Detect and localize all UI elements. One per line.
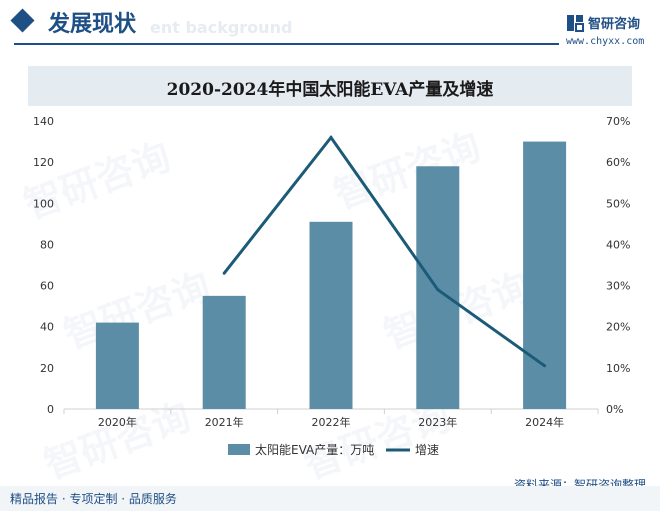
- footer-band: [0, 486, 660, 511]
- x-tick-label: 2020年: [98, 415, 137, 429]
- growth-point: [329, 135, 333, 139]
- y-left-tick-label: 40: [40, 321, 54, 334]
- header-divider: [14, 43, 559, 45]
- brand-name: 智研咨询: [588, 17, 641, 32]
- y-right-tick-label: 0%: [606, 403, 623, 416]
- y-left-tick-label: 100: [33, 197, 54, 210]
- x-tick-label: 2023年: [418, 415, 457, 429]
- x-tick-label: 2022年: [312, 415, 351, 429]
- y-left-tick-label: 80: [40, 238, 54, 251]
- brand-logo-icon: [567, 15, 584, 32]
- legend-bar-swatch: [228, 444, 250, 455]
- y-left-tick-label: 120: [33, 156, 54, 169]
- y-right-tick-label: 40%: [606, 238, 630, 251]
- ghost-background-text: ent background: [150, 18, 293, 37]
- chart: 0 20 40 60 80 100 120 140 0% 10% 20% 30% 40% 50% 60% 70…: [33, 115, 630, 457]
- section-title: 发展现状: [48, 12, 137, 37]
- y-left-tick-label: 140: [33, 115, 54, 128]
- growth-line: [223, 134, 546, 368]
- growth-point: [436, 288, 440, 292]
- footer-slogan: 精品报告 · 专项定制 · 品质服务: [10, 492, 177, 506]
- bar: [523, 141, 567, 410]
- bar: [202, 295, 246, 409]
- y-left-tick-label: 20: [40, 362, 54, 375]
- legend-bar-label: 太阳能EVA产量：万吨: [255, 442, 374, 457]
- brand-url: www.chyxx.com: [566, 36, 645, 47]
- chart-title: 2020-2024年中国太阳能EVA产量及增速: [166, 80, 494, 100]
- x-tick-label: 2024年: [525, 415, 564, 429]
- y-right-tick-label: 60%: [606, 156, 630, 169]
- y-right-tick-label: 30%: [606, 280, 630, 293]
- growth-point: [222, 271, 226, 275]
- x-tick-label: 2021年: [205, 415, 244, 429]
- y-right-tick-label: 10%: [606, 362, 630, 375]
- bar: [309, 221, 353, 409]
- chart-title-bar: 2020-2024年中国太阳能EVA产量及增速: [28, 66, 632, 106]
- growth-point: [543, 364, 547, 368]
- y-left-tick-label: 60: [40, 280, 54, 293]
- bar: [95, 322, 139, 409]
- y-left-tick-label: 0: [47, 403, 54, 416]
- y-right-tick-label: 50%: [606, 197, 630, 210]
- y-right-tick-label: 70%: [606, 115, 630, 128]
- header: ent background 发展现状 智研咨询 www.chyxx.com: [0, 0, 660, 52]
- legend-line-label: 增速: [415, 443, 439, 457]
- y-right-tick-label: 20%: [606, 321, 630, 334]
